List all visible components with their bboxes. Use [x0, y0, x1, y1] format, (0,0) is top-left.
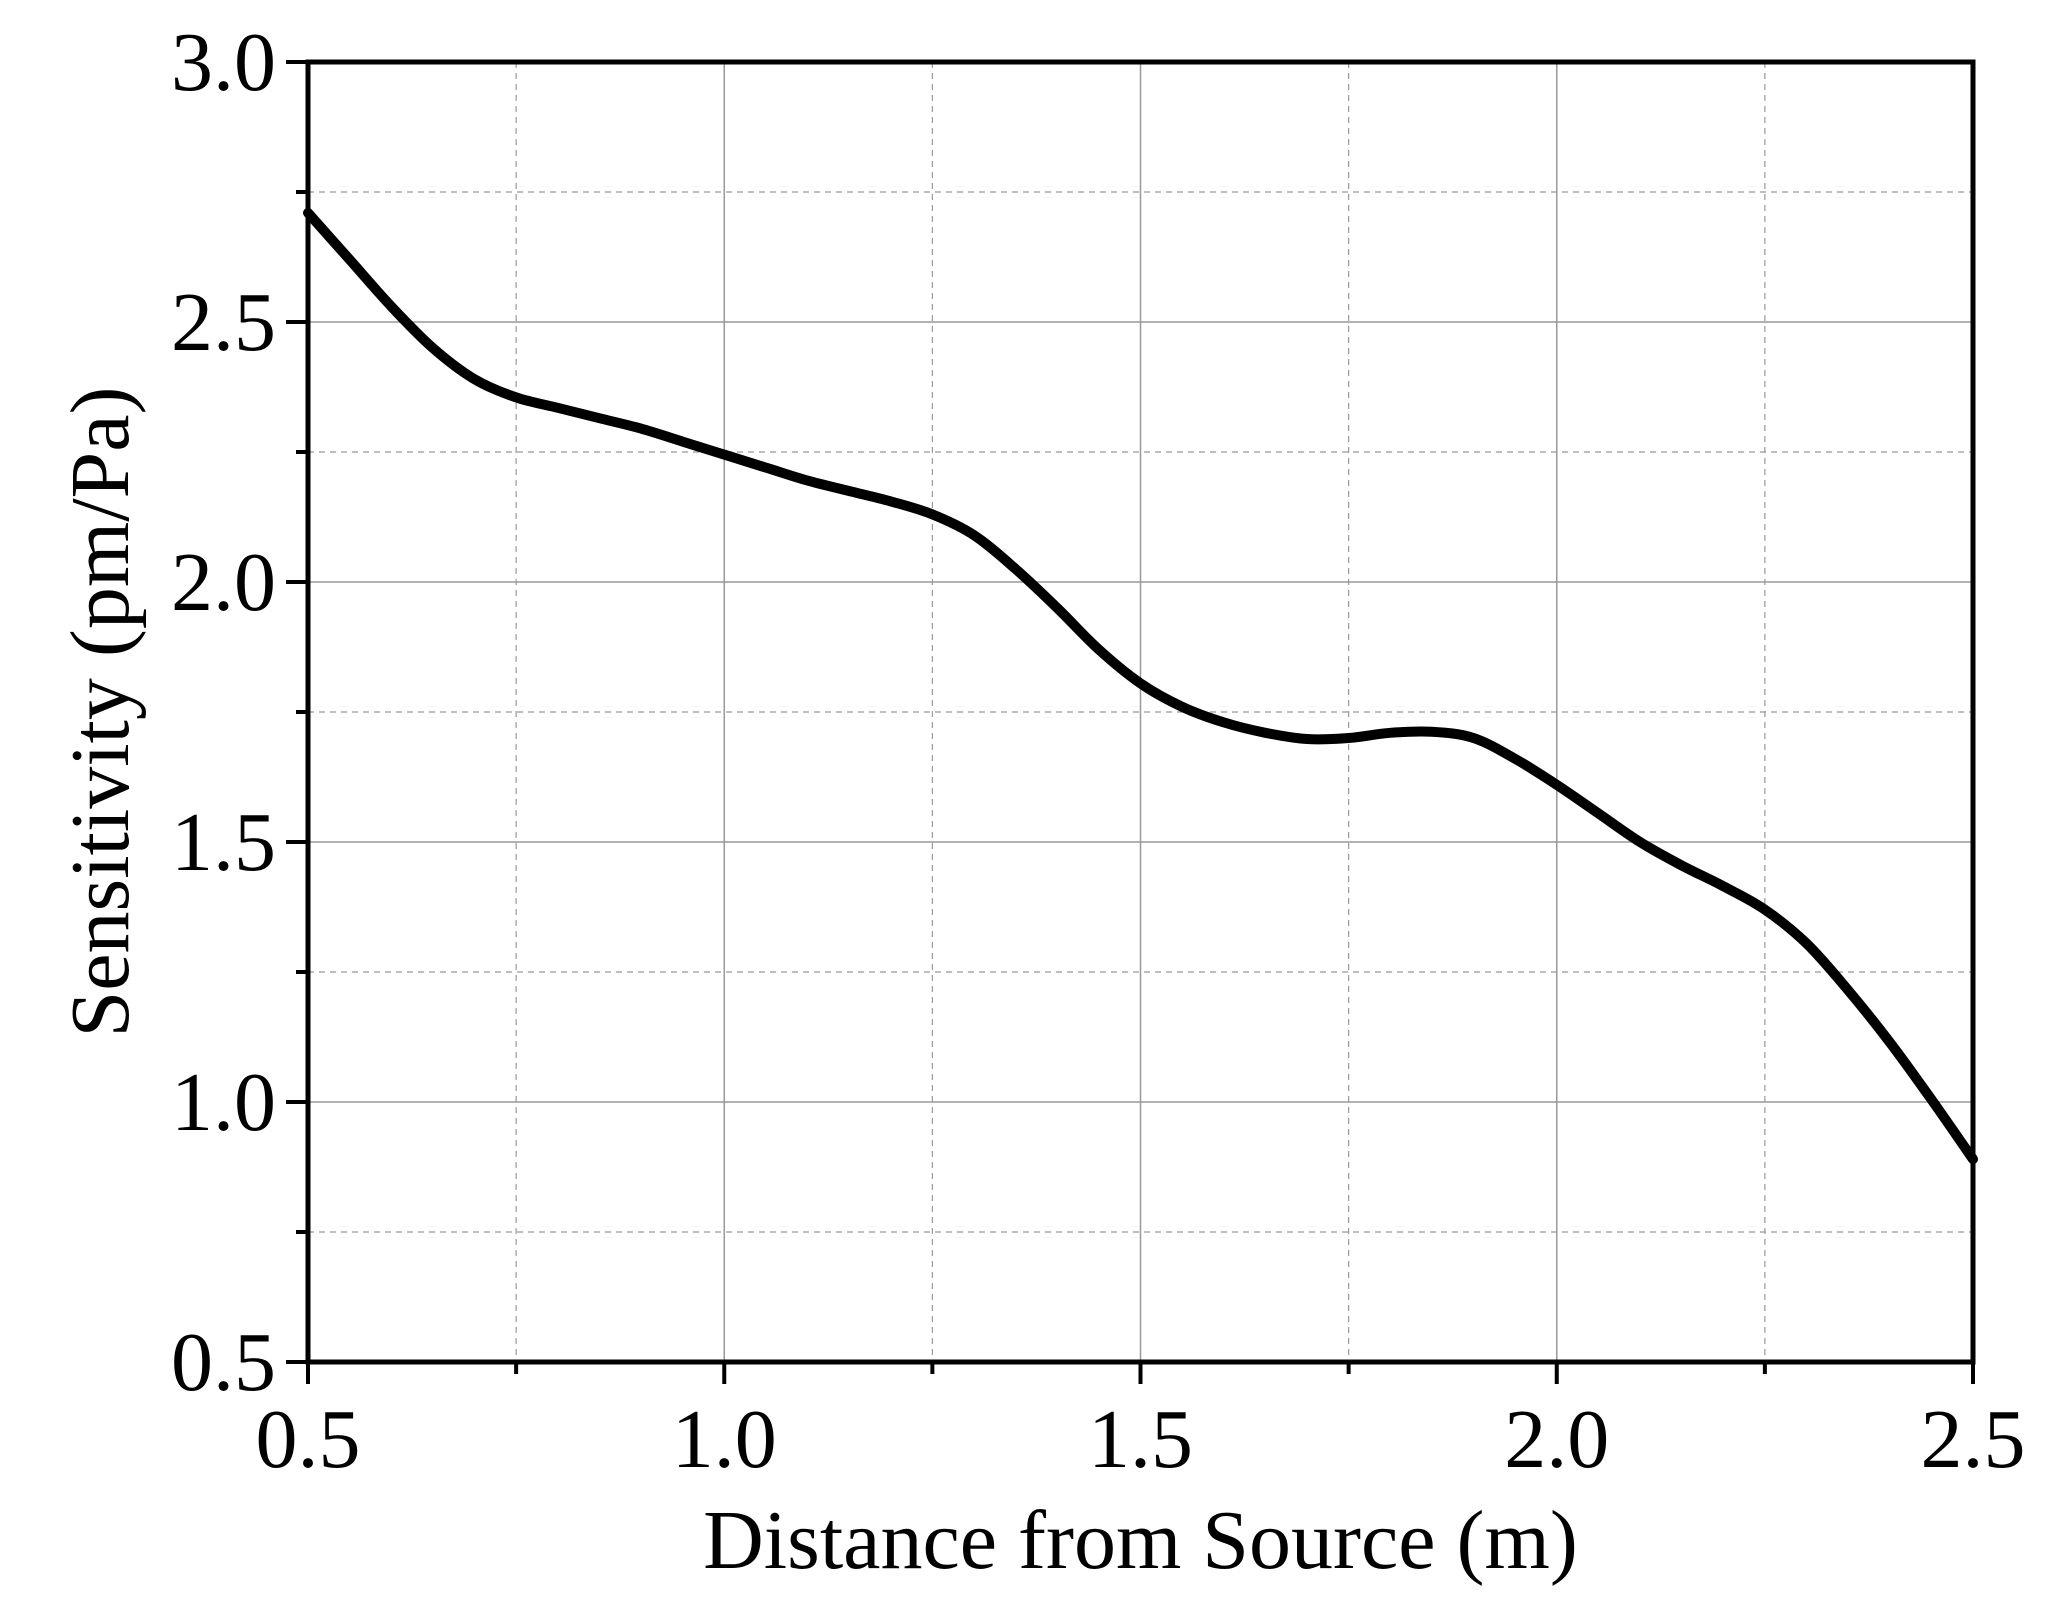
- y-tick-label: 3.0: [171, 16, 276, 109]
- series-layer: [303, 207, 1978, 1165]
- x-tick-label: 2.5: [1921, 1393, 2026, 1486]
- y-axis-title: Sensitivity (pm/Pa): [54, 387, 147, 1038]
- grid-layer: [308, 62, 1973, 1362]
- x-tick-label: 2.0: [1504, 1393, 1609, 1486]
- x-tick-label: 1.0: [672, 1393, 777, 1486]
- y-tick-label: 0.5: [171, 1316, 276, 1409]
- series-line: [303, 207, 1978, 1165]
- y-tick-label: 1.5: [171, 796, 276, 889]
- tick-layer: [286, 60, 1975, 1384]
- y-tick-label: 1.0: [171, 1056, 276, 1149]
- x-axis-title: Distance from Source (m): [703, 1494, 1578, 1587]
- label-layer: 0.5 1.0 1.5 2.0 2.5 0.5 1.0 1.5 2.0 2.5 3.0: [171, 16, 2026, 1486]
- x-tick-label: 1.5: [1088, 1393, 1193, 1486]
- y-tick-label: 2.5: [171, 276, 276, 369]
- x-tick-label: 0.5: [256, 1393, 361, 1486]
- y-tick-label: 2.0: [171, 536, 276, 629]
